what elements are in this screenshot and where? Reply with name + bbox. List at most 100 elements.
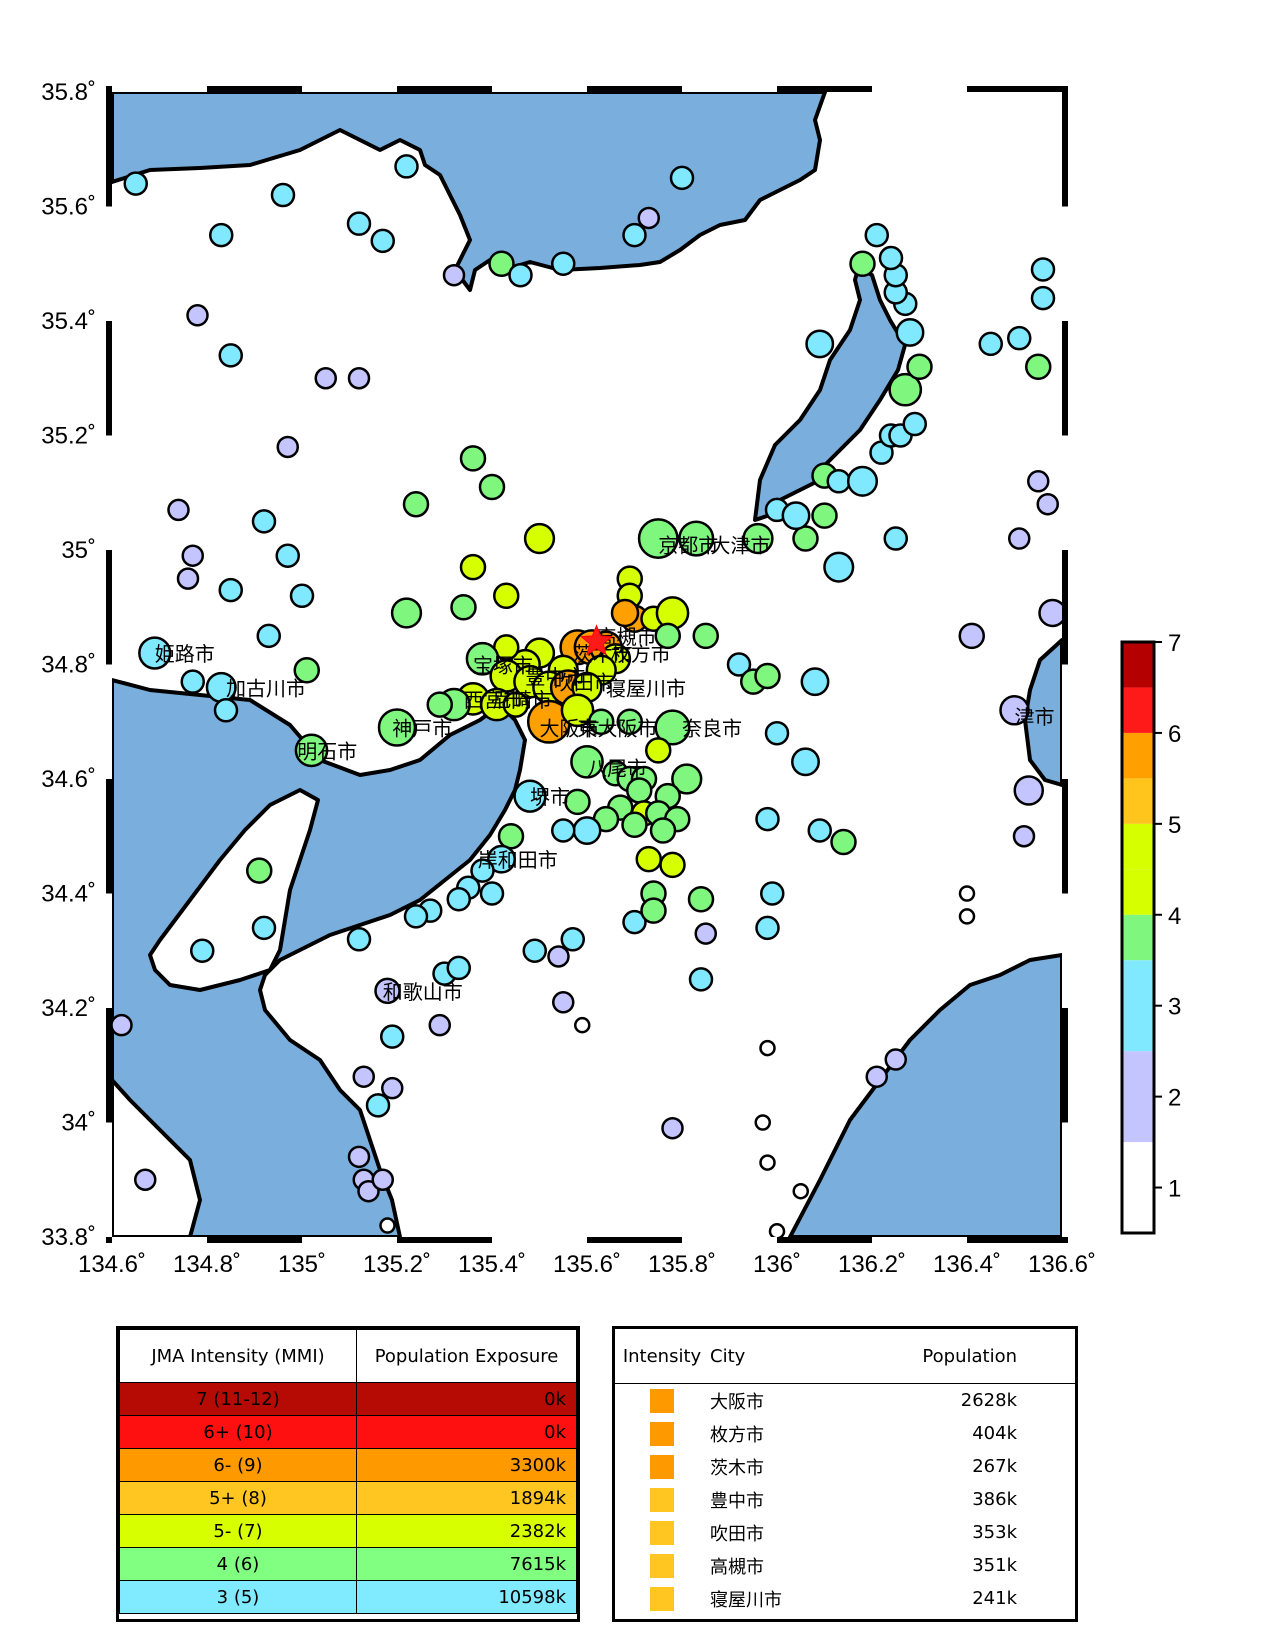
- city-name: 大阪市: [710, 1391, 764, 1413]
- shikoku-coast: [112, 1078, 202, 1237]
- colorbar-segment: [1122, 1142, 1154, 1233]
- station-marker: [213, 698, 239, 723]
- station-marker: [256, 623, 281, 649]
- station-marker: [669, 165, 695, 191]
- lat-tick-label: 35.2˚: [41, 423, 96, 450]
- city-population: 351k: [972, 1555, 1017, 1576]
- colorbar-border: [1120, 640, 1156, 1235]
- lat-ruler-left-segment: [106, 435, 112, 550]
- station-marker: [726, 652, 752, 677]
- station-marker: [1007, 325, 1032, 351]
- city-row: 大阪市 2628k: [615, 1384, 1075, 1418]
- lon-ruler-bottom-segment: [302, 1237, 397, 1243]
- city-label: 吹田市: [554, 671, 614, 695]
- station-marker: [547, 945, 570, 968]
- lat-ruler-right-segment: [1062, 550, 1068, 665]
- station-marker: [694, 922, 717, 945]
- station-marker: [805, 329, 835, 359]
- station-marker: [560, 927, 585, 952]
- lon-ruler-top-segment: [777, 86, 872, 92]
- station-marker: [442, 263, 466, 287]
- lon-ruler-bottom-segment: [587, 1237, 682, 1243]
- colorbar-segment: [1122, 778, 1154, 824]
- lon-ruler-top-segment: [207, 86, 302, 92]
- lon-tick-label: 136.6˚: [1028, 1251, 1096, 1278]
- station-marker: [622, 909, 647, 935]
- city-label: 堺市: [530, 785, 570, 809]
- station-marker: [888, 372, 923, 407]
- intensity-level: 7 (11-12): [119, 1382, 357, 1416]
- station-marker: [678, 520, 715, 557]
- station-marker: [508, 262, 533, 288]
- lat-ruler-right-segment: [1062, 664, 1068, 779]
- lat-ruler-left-segment: [106, 1122, 112, 1237]
- station-marker: [487, 844, 516, 874]
- intensity-level: 5- (7): [119, 1514, 357, 1548]
- population-value: 1894k: [356, 1481, 577, 1515]
- station-marker: [792, 1182, 809, 1200]
- station-marker: [906, 353, 933, 381]
- lat-tick-label: 34.2˚: [41, 995, 96, 1022]
- population-column-header: Population Exposure: [356, 1329, 577, 1383]
- city-name: 寝屋川市: [710, 1589, 782, 1611]
- station-marker: [352, 1065, 375, 1088]
- city-population-table: Intensity City Population 大阪市 2628k 枚方市 404…: [612, 1326, 1078, 1622]
- station-marker: [380, 1024, 405, 1049]
- city-label: 八尾市: [587, 757, 647, 781]
- station-marker: [180, 669, 205, 694]
- city-population: 386k: [972, 1489, 1017, 1510]
- intensity-swatch: [650, 1454, 674, 1479]
- population-value: 10598k: [356, 1580, 577, 1614]
- lat-ruler-right-segment: [1062, 1008, 1068, 1123]
- lon-ruler-bottom-segment: [397, 1237, 492, 1243]
- lon-ruler-bottom-segment: [872, 1237, 967, 1243]
- latitude-ruler: [106, 92, 1068, 1237]
- lon-ruler-bottom-segment: [207, 1237, 302, 1243]
- station-marker: [621, 811, 648, 839]
- station-marker: [251, 509, 277, 534]
- station-marker: [878, 245, 904, 271]
- station-marker: [560, 693, 595, 728]
- exposure-row: 5- (7) 2382k: [119, 1514, 577, 1548]
- city-name-header: City: [709, 1329, 871, 1384]
- station-marker: [1012, 825, 1036, 848]
- station-marker: [459, 445, 487, 472]
- station-marker: [654, 622, 681, 650]
- water-bodies: [112, 92, 1062, 1237]
- station-marker: [365, 1093, 391, 1118]
- station-marker: [186, 304, 209, 327]
- city-label: 明石市: [297, 739, 357, 763]
- lon-tick-label: 135˚: [278, 1251, 326, 1278]
- ise-bay-edge: [1023, 638, 1062, 787]
- intensity-swatch: [650, 1388, 674, 1413]
- colorbar-label: 5: [1168, 812, 1181, 839]
- city-label: 東大阪市: [578, 716, 658, 740]
- station-marker: [1030, 257, 1056, 282]
- station-marker: [958, 908, 976, 925]
- station-marker: [895, 318, 925, 347]
- lon-ruler-bottom-segment: [112, 1237, 207, 1243]
- city-label: 大阪市: [540, 716, 600, 740]
- station-marker: [513, 779, 547, 813]
- lon-tick-label: 136˚: [753, 1251, 801, 1278]
- city-population: 241k: [972, 1588, 1017, 1609]
- station-marker: [251, 915, 277, 941]
- station-marker: [768, 1223, 786, 1237]
- city-labels: 京都市大津市高槻市枚方市茨木市宝塚市豊中市吹田市寝屋川市西宮市尼崎市大阪市東大阪…: [155, 533, 1055, 1004]
- station-marker: [523, 522, 556, 555]
- intensity-column-header: JMA Intensity (MMI): [119, 1329, 357, 1383]
- lat-ruler-right-segment: [1062, 321, 1068, 436]
- islands: [112, 788, 320, 1237]
- station-marker: [570, 744, 604, 779]
- intensity-level: 5+ (8): [119, 1481, 357, 1515]
- lat-ruler-left-segment: [106, 206, 112, 321]
- lon-tick-label: 134.8˚: [173, 1251, 241, 1278]
- population-value: 2382k: [356, 1514, 577, 1548]
- station-marker: [1008, 527, 1031, 550]
- epicenter-star-icon: [580, 624, 613, 656]
- lat-tick-label: 34˚: [61, 1110, 96, 1137]
- city-intensity-header: Intensity: [615, 1329, 709, 1384]
- station-marker: [246, 857, 273, 884]
- colorbar-label: 2: [1168, 1085, 1181, 1112]
- station-marker: [645, 737, 672, 764]
